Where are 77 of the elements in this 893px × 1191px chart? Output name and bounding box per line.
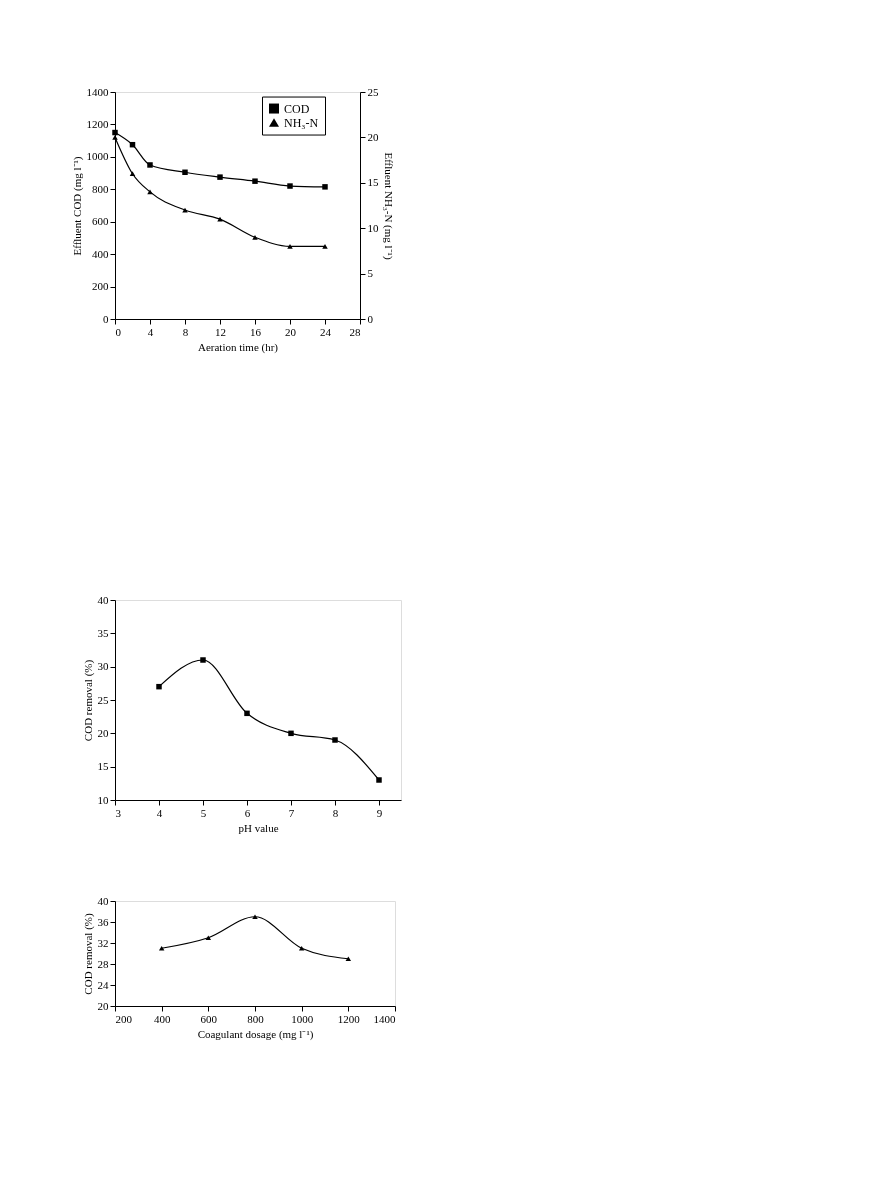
point	[252, 178, 258, 184]
x-tick-label: 5	[200, 806, 207, 819]
x-tick-label: 800	[247, 1012, 265, 1025]
x-tick-label: 1000	[291, 1012, 314, 1025]
x-tick-label: 12	[215, 325, 226, 338]
y-tick-label: 25	[97, 693, 109, 706]
y-tick-label: 24	[97, 978, 109, 991]
point	[129, 171, 136, 177]
x-tick-label: 1400	[373, 1012, 396, 1025]
y-tick-label: 0	[103, 312, 109, 325]
legend-label: NH₃-N	[284, 115, 319, 130]
x-tick-label: 7	[288, 806, 295, 819]
x-tick-label: 20	[285, 325, 297, 338]
y-tick-label: 15	[97, 760, 109, 773]
point	[244, 710, 250, 717]
y-tick-label: 1400	[86, 85, 109, 98]
x-axis-title: pH value	[238, 821, 279, 834]
x-tick-label: 0	[115, 325, 122, 338]
point	[147, 162, 153, 168]
point	[182, 169, 188, 175]
x-tick-label: 200	[115, 1012, 133, 1025]
x-axis-title: Aeration time (hr)	[197, 340, 279, 354]
point	[156, 683, 162, 690]
y2-tick-label: 5	[367, 267, 374, 280]
y2-tick-label: 15	[367, 176, 379, 189]
x-tick-label: 3	[115, 806, 122, 819]
x-tick-label: 28	[349, 325, 361, 338]
y2-tick-label: 0	[367, 312, 374, 325]
x-axis-title: Coagulant dosage (mg l⁻¹)	[197, 1027, 314, 1041]
point	[322, 184, 328, 190]
x-tick-label: 600	[200, 1012, 218, 1025]
point	[252, 234, 258, 240]
point	[287, 183, 293, 189]
point	[287, 243, 293, 249]
x-tick-label: 6	[244, 806, 251, 819]
y-axis-title: COD removal (%)	[81, 913, 95, 995]
y-tick-label: 40	[97, 894, 109, 907]
y-tick-label: 600	[92, 215, 109, 228]
y2-tick-label: 20	[367, 130, 379, 143]
y2-tick-label: 25	[367, 85, 379, 98]
x-tick-label: 400	[153, 1012, 171, 1025]
y-tick-label: 20	[97, 999, 109, 1012]
x-tick-label: 24	[320, 325, 332, 338]
y-tick-label: 400	[92, 247, 109, 260]
x-tick-label: 9	[376, 806, 383, 819]
x-tick-label: 8	[182, 325, 189, 338]
point	[147, 189, 153, 195]
y-tick-label: 20	[97, 726, 109, 739]
point	[112, 135, 118, 140]
point	[376, 777, 382, 783]
y2-tick-label: 10	[367, 221, 379, 234]
y-tick-label: 30	[97, 660, 109, 673]
y2-axis-title: Effluent NH₃-N (mg l⁻¹)	[381, 152, 395, 260]
y-tick-label: 200	[92, 280, 109, 293]
y-tick-label: 10	[97, 793, 109, 806]
point	[332, 737, 338, 743]
y-axis-title: Effluent COD (mg l⁻¹)	[70, 156, 84, 256]
point	[217, 174, 223, 180]
point	[322, 243, 328, 249]
x-tick-label: 4	[147, 325, 154, 338]
y-tick-label: 1000	[86, 150, 109, 163]
y-tick-label: 35	[97, 626, 109, 639]
x-tick-label: 8	[332, 806, 339, 819]
x-tick-label: 4	[156, 806, 163, 819]
y-tick-label: 36	[97, 915, 109, 928]
y-axis-title: COD removal (%)	[81, 659, 95, 742]
x-tick-label: 16	[250, 325, 262, 338]
y-tick-label: 28	[97, 957, 109, 970]
y-tick-label: 40	[97, 593, 109, 606]
point	[112, 129, 118, 136]
y-tick-label: 1200	[86, 117, 109, 130]
y-tick-label: 32	[97, 936, 109, 949]
x-tick-label: 1200	[337, 1012, 361, 1025]
y-tick-label: 800	[92, 182, 109, 195]
point	[288, 730, 294, 737]
point	[200, 657, 206, 663]
legend-label: COD	[284, 101, 310, 116]
